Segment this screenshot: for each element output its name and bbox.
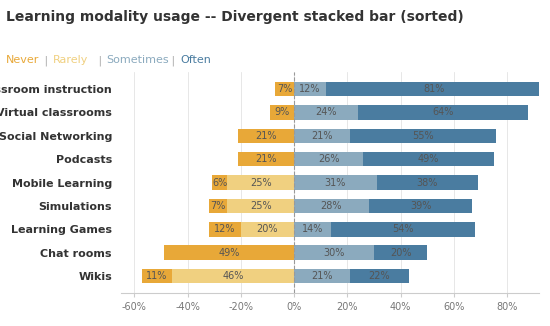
Bar [294,128,350,143]
Text: 54%: 54% [393,224,414,234]
Bar [358,105,529,120]
Bar [163,245,294,260]
Text: |: | [168,55,179,66]
Text: 46%: 46% [222,271,244,281]
Text: |: | [41,55,51,66]
Text: 6%: 6% [212,178,227,187]
Bar [368,199,472,213]
Bar [142,269,172,283]
Text: 12%: 12% [214,224,235,234]
Text: 49%: 49% [418,154,439,164]
Bar [270,105,294,120]
Text: 26%: 26% [318,154,339,164]
Text: 22%: 22% [368,271,390,281]
Text: 21%: 21% [255,131,277,141]
Text: 20%: 20% [390,248,411,258]
Bar [374,245,427,260]
Text: 30%: 30% [323,248,345,258]
Bar [276,82,294,96]
Text: 11%: 11% [146,271,168,281]
Bar [294,269,350,283]
Text: 14%: 14% [302,224,323,234]
Text: 12%: 12% [299,84,321,94]
Bar [294,175,377,190]
Text: 39%: 39% [410,201,431,211]
Bar [364,152,494,167]
Bar [172,269,294,283]
Bar [331,222,475,237]
Bar [228,175,294,190]
Text: Never: Never [6,55,39,66]
Text: |: | [95,55,105,66]
Bar [294,105,358,120]
Text: Learning modality usage -- Divergent stacked bar (sorted): Learning modality usage -- Divergent sta… [6,10,463,24]
Text: Rarely: Rarely [53,55,88,66]
Bar [294,222,331,237]
Text: 9%: 9% [274,108,290,117]
Bar [294,152,364,167]
Bar [209,222,241,237]
Text: 55%: 55% [412,131,434,141]
Bar [294,245,374,260]
Text: 7%: 7% [277,84,293,94]
Text: Often: Often [180,55,211,66]
Text: 81%: 81% [423,84,444,94]
Text: 21%: 21% [255,154,277,164]
Text: Sometimes: Sometimes [107,55,169,66]
Text: 7%: 7% [211,201,226,211]
Bar [212,175,228,190]
Bar [241,222,294,237]
Bar [209,199,228,213]
Bar [294,199,368,213]
Text: 24%: 24% [315,108,337,117]
Text: 21%: 21% [311,271,333,281]
Text: 31%: 31% [324,178,346,187]
Bar [228,199,294,213]
Text: 64%: 64% [432,108,454,117]
Bar [326,82,542,96]
Text: 25%: 25% [250,178,272,187]
Text: 20%: 20% [257,224,278,234]
Text: 28%: 28% [321,201,342,211]
Text: 38%: 38% [416,178,438,187]
Bar [238,152,294,167]
Text: 21%: 21% [311,131,333,141]
Bar [350,128,497,143]
Text: 49%: 49% [218,248,239,258]
Bar [294,82,326,96]
Bar [238,128,294,143]
Bar [350,269,409,283]
Bar [377,175,478,190]
Text: 25%: 25% [250,201,272,211]
